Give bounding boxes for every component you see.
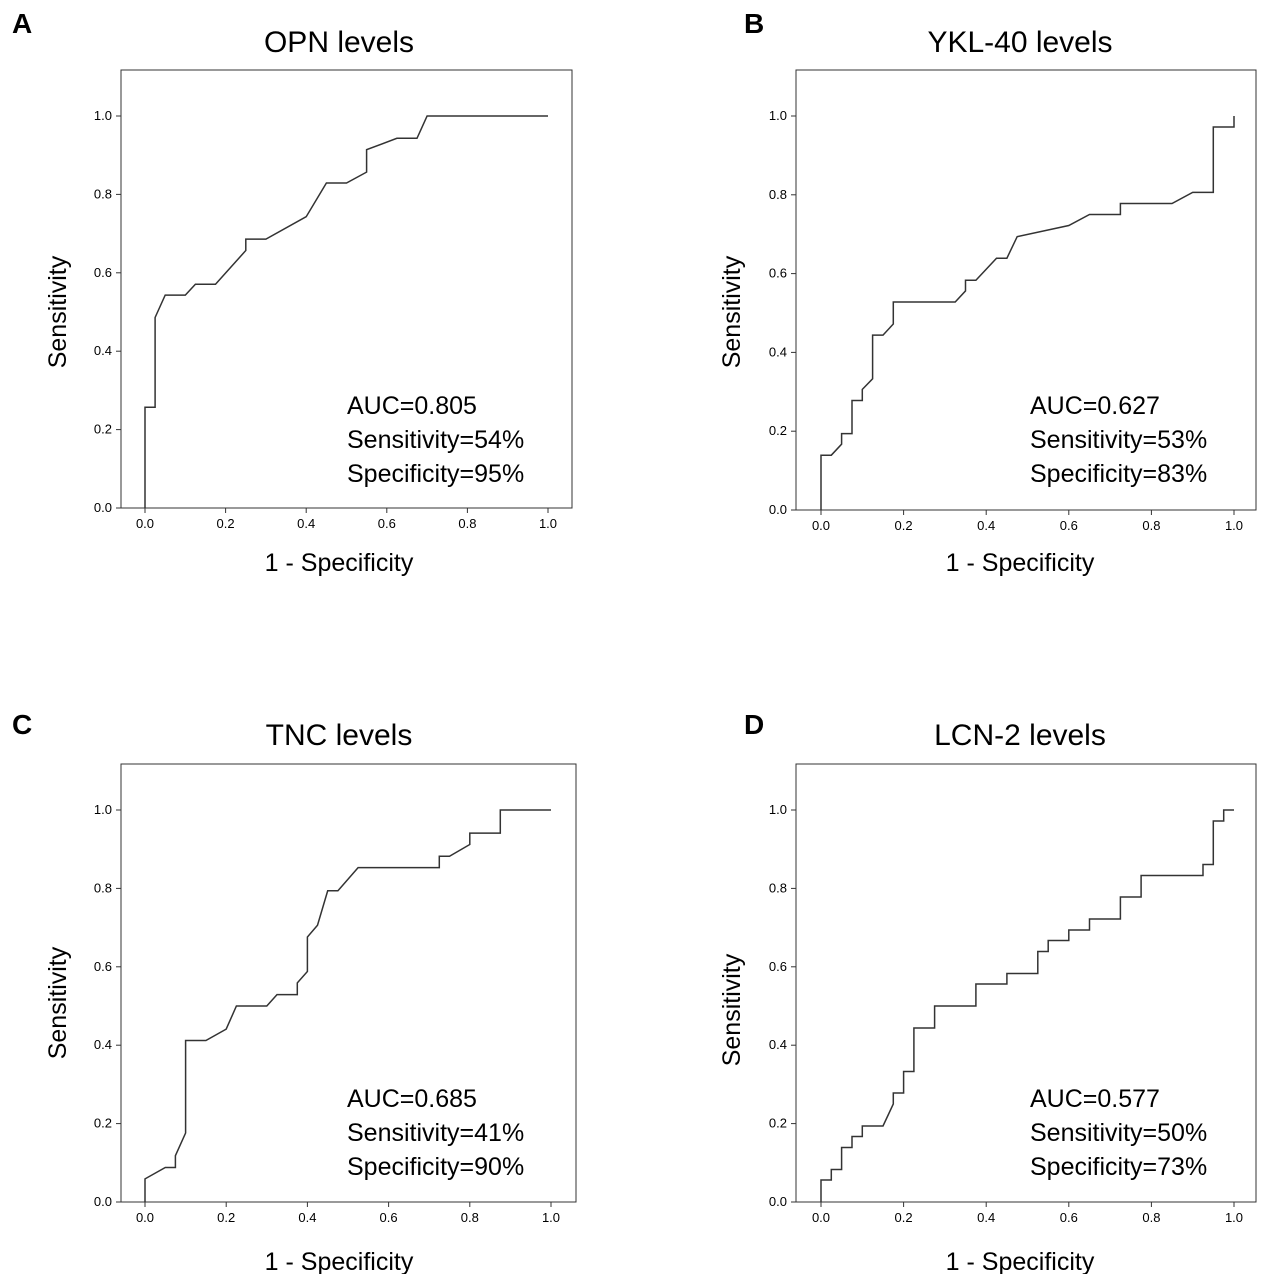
annotation-line: Sensitivity=50% bbox=[1030, 1119, 1207, 1147]
x-axis-label: 1 - Specificity bbox=[946, 549, 1095, 577]
panel-letter: B bbox=[744, 8, 764, 39]
chart-title: OPN levels bbox=[264, 26, 414, 59]
y-tick-label: 0.0 bbox=[94, 1194, 112, 1209]
annotation-line: AUC=0.577 bbox=[1030, 1085, 1160, 1113]
x-tick-label: 0.2 bbox=[895, 1210, 913, 1225]
x-tick-label: 0.4 bbox=[977, 1210, 995, 1225]
roc-curve bbox=[144, 809, 551, 1202]
roc-curve bbox=[820, 116, 1235, 510]
y-tick-label: 0.4 bbox=[94, 343, 112, 358]
y-tick-label: 0.0 bbox=[94, 500, 112, 515]
x-tick-label: 0.6 bbox=[1060, 518, 1078, 533]
annotation-line: Specificity=83% bbox=[1030, 460, 1207, 488]
panel-a: A OPN levels 0.0 0.2 0.4 0.6 0.8 1.0 0.0 0.2 0.4 0.… bbox=[12, 8, 573, 577]
y-tick-label: 0.8 bbox=[769, 187, 787, 202]
y-tick-label: 0.6 bbox=[769, 959, 787, 974]
y-tick-label: 0.0 bbox=[769, 502, 787, 517]
x-tick-label: 0.0 bbox=[136, 516, 154, 531]
y-tick-label: 0.6 bbox=[769, 266, 787, 281]
chart-title: LCN-2 levels bbox=[934, 719, 1106, 752]
chart-title: TNC levels bbox=[266, 719, 413, 752]
chart-title: YKL-40 levels bbox=[927, 26, 1112, 59]
plot-frame bbox=[120, 763, 577, 1203]
panel-d: D LCN-2 levels 0.0 0.2 0.4 0.6 0.8 1.0 0.0 0.2 0.4… bbox=[718, 709, 1257, 1274]
y-axis-label: Sensitivity bbox=[718, 953, 746, 1066]
x-tick-label: 0.4 bbox=[298, 1210, 316, 1225]
plot-frame bbox=[120, 69, 573, 509]
x-tick-label: 0.8 bbox=[458, 516, 476, 531]
x-tick-label: 0.0 bbox=[136, 1210, 154, 1225]
x-tick-label: 0.8 bbox=[461, 1210, 479, 1225]
annotation-line: Sensitivity=41% bbox=[347, 1119, 524, 1147]
x-tick-label: 1.0 bbox=[1225, 518, 1243, 533]
y-tick-label: 0.2 bbox=[769, 423, 787, 438]
y-tick-label: 0.6 bbox=[94, 265, 112, 280]
x-tick-label: 0.2 bbox=[217, 516, 235, 531]
annotation-line: AUC=0.685 bbox=[347, 1085, 477, 1113]
plot-frame bbox=[795, 69, 1257, 511]
panel-letter: D bbox=[744, 709, 764, 740]
panel-letter: C bbox=[12, 709, 32, 740]
y-tick-label: 0.0 bbox=[769, 1194, 787, 1209]
y-axis-label: Sensitivity bbox=[44, 255, 72, 368]
x-tick-label: 0.0 bbox=[812, 518, 830, 533]
x-tick-label: 1.0 bbox=[542, 1210, 560, 1225]
panel-b: B YKL-40 levels 0.0 0.2 0.4 0.6 0.8 1.0 0.0 0.2 0.… bbox=[718, 8, 1257, 577]
y-tick-label: 1.0 bbox=[94, 802, 112, 817]
y-tick-label: 0.8 bbox=[94, 186, 112, 201]
x-tick-label: 0.4 bbox=[977, 518, 995, 533]
x-axis-label: 1 - Specificity bbox=[265, 549, 414, 577]
panel-letter: A bbox=[12, 8, 32, 39]
y-tick-label: 0.4 bbox=[769, 344, 787, 359]
y-tick-label: 0.4 bbox=[769, 1037, 787, 1052]
y-tick-label: 0.8 bbox=[769, 880, 787, 895]
roc-curve bbox=[144, 115, 548, 508]
y-tick-label: 0.2 bbox=[94, 422, 112, 437]
y-tick-label: 0.8 bbox=[94, 880, 112, 895]
annotation-line: Specificity=90% bbox=[347, 1153, 524, 1181]
plot-frame bbox=[795, 763, 1257, 1203]
y-tick-label: 0.6 bbox=[94, 959, 112, 974]
annotation-line: Sensitivity=54% bbox=[347, 426, 524, 454]
y-tick-label: 1.0 bbox=[769, 802, 787, 817]
y-axis-label: Sensitivity bbox=[44, 946, 72, 1059]
x-axis-label: 1 - Specificity bbox=[946, 1248, 1095, 1274]
y-tick-label: 1.0 bbox=[769, 108, 787, 123]
x-tick-label: 0.2 bbox=[895, 518, 913, 533]
x-tick-label: 1.0 bbox=[539, 516, 557, 531]
x-tick-label: 0.8 bbox=[1142, 1210, 1160, 1225]
annotation-line: Specificity=95% bbox=[347, 460, 524, 488]
x-tick-label: 0.6 bbox=[1060, 1210, 1078, 1225]
annotation-line: Sensitivity=53% bbox=[1030, 426, 1207, 454]
annotation-line: Specificity=73% bbox=[1030, 1153, 1207, 1181]
x-tick-label: 0.2 bbox=[217, 1210, 235, 1225]
x-tick-label: 0.8 bbox=[1142, 518, 1160, 533]
x-tick-label: 0.4 bbox=[297, 516, 315, 531]
y-tick-label: 1.0 bbox=[94, 108, 112, 123]
roc-curve bbox=[820, 809, 1234, 1202]
y-axis-label: Sensitivity bbox=[718, 255, 746, 368]
y-tick-label: 0.2 bbox=[769, 1116, 787, 1131]
x-tick-label: 0.0 bbox=[812, 1210, 830, 1225]
y-tick-label: 0.2 bbox=[94, 1116, 112, 1131]
annotation-line: AUC=0.805 bbox=[347, 392, 477, 420]
x-tick-label: 0.6 bbox=[378, 516, 396, 531]
y-tick-label: 0.4 bbox=[94, 1037, 112, 1052]
x-tick-label: 0.6 bbox=[380, 1210, 398, 1225]
x-axis-label: 1 - Specificity bbox=[265, 1248, 414, 1274]
panel-c: C TNC levels 0.0 0.2 0.4 0.6 0.8 1.0 0.0 0.2 0.4 0.… bbox=[12, 709, 577, 1274]
x-tick-label: 1.0 bbox=[1225, 1210, 1243, 1225]
annotation-line: AUC=0.627 bbox=[1030, 392, 1160, 420]
